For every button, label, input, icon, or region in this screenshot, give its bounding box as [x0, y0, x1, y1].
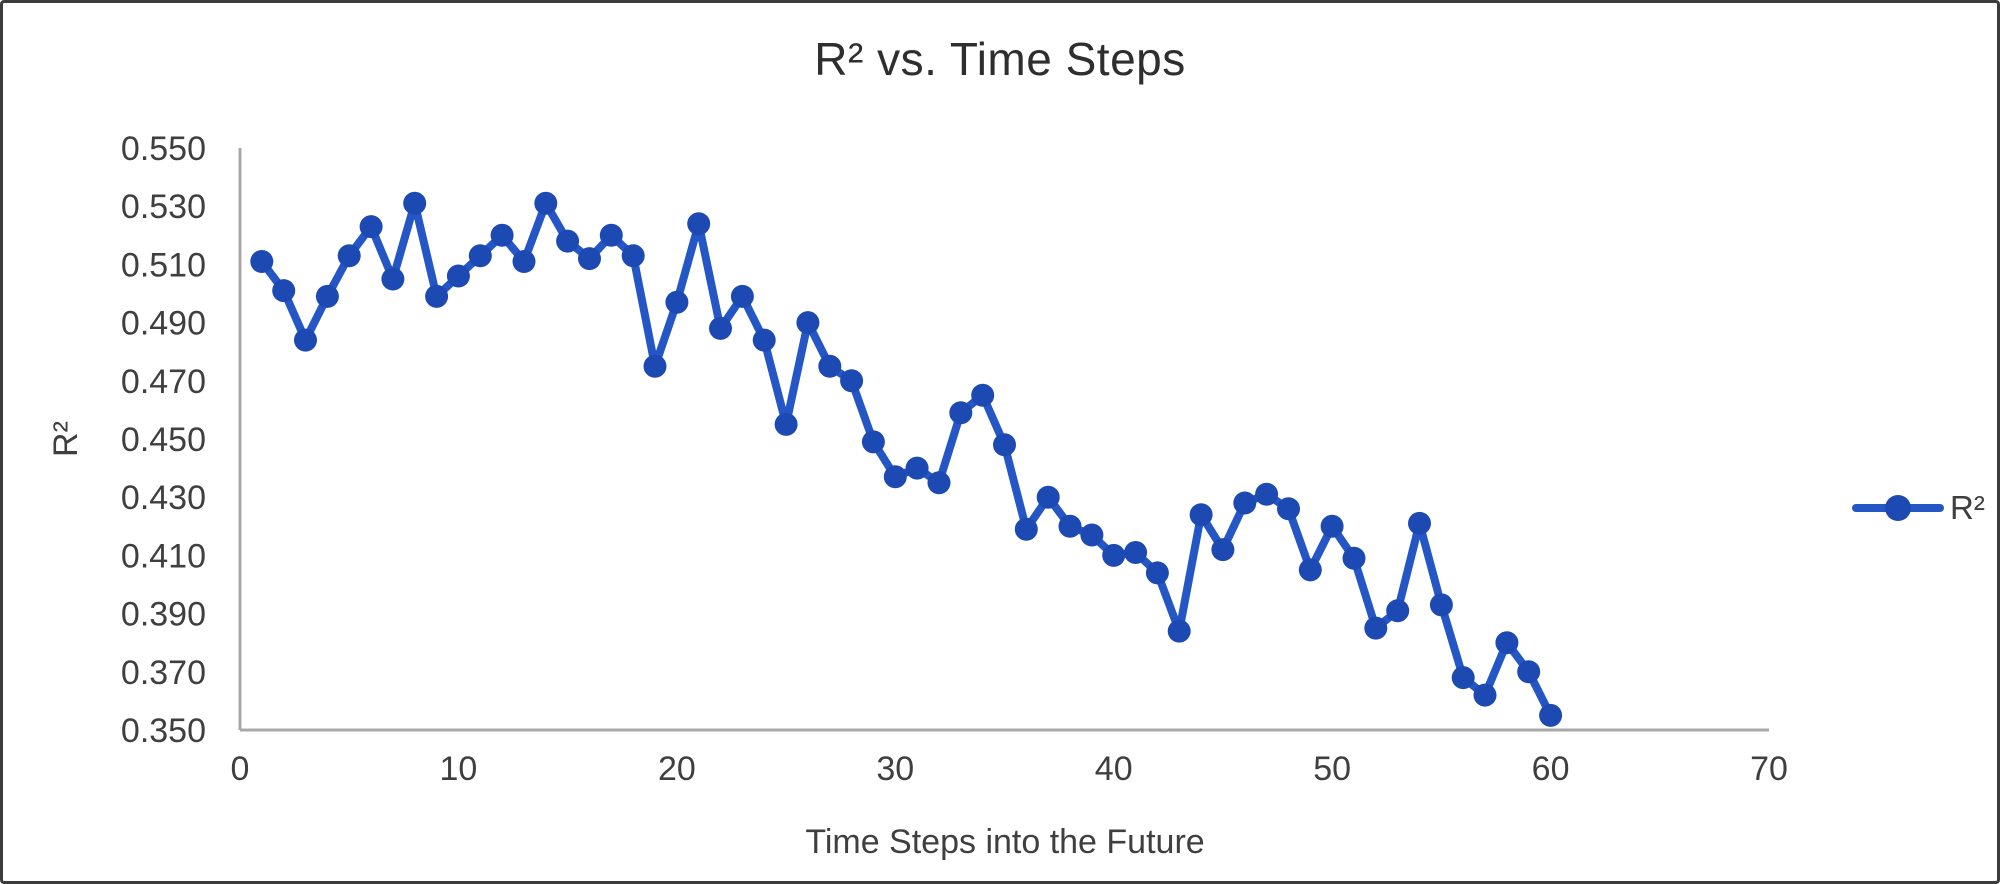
data-point-marker	[337, 244, 361, 268]
data-point-marker	[272, 279, 296, 303]
y-tick-label: 0.370	[121, 654, 206, 692]
data-point-marker	[1539, 703, 1563, 727]
x-tick-label: 20	[658, 750, 696, 788]
y-tick-label: 0.350	[121, 712, 206, 750]
x-axis-tick-labels: 0 10 20 30 40 50 60 70	[231, 750, 1788, 788]
data-point-marker	[1080, 523, 1104, 547]
data-point-marker	[556, 229, 580, 253]
x-tick-label: 60	[1532, 750, 1570, 788]
x-tick-label: 70	[1750, 750, 1788, 788]
data-point-marker	[1277, 497, 1300, 521]
data-point-marker	[1102, 543, 1126, 567]
data-point-marker	[1473, 683, 1497, 707]
y-tick-label: 0.510	[121, 246, 206, 284]
data-point-marker	[359, 215, 383, 239]
data-point-marker	[1320, 514, 1344, 538]
data-point-marker	[709, 316, 732, 340]
data-point-marker	[1211, 538, 1235, 562]
data-point-marker	[490, 223, 514, 247]
data-point-marker	[687, 212, 711, 236]
data-point-marker	[1408, 511, 1431, 535]
data-point-marker	[1386, 599, 1410, 623]
data-point-marker	[774, 412, 798, 436]
data-point-marker	[1517, 660, 1541, 684]
data-point-marker	[861, 430, 885, 454]
data-point-marker	[665, 290, 689, 314]
data-point-marker	[730, 284, 754, 308]
axis-lines	[238, 148, 1769, 732]
data-point-marker	[599, 223, 623, 247]
data-point-marker	[883, 465, 907, 489]
data-point-marker	[1495, 631, 1519, 655]
y-axis-title: R²	[47, 421, 85, 457]
x-tick-label: 40	[1095, 750, 1133, 788]
data-point-marker	[621, 244, 645, 268]
y-axis-tick-labels: 0.350 0.370 0.390 0.410 0.430 0.450 0.470 0.490…	[121, 130, 206, 750]
y-tick-label: 0.470	[121, 363, 206, 401]
data-point-marker	[1036, 485, 1060, 509]
data-point-marker	[818, 354, 842, 378]
data-point-marker	[1342, 546, 1366, 570]
data-point-marker	[1167, 619, 1191, 643]
plot-area: 0.350 0.370 0.390 0.410 0.430 0.450 0.470 0.490…	[121, 130, 1788, 788]
x-axis-title: Time Steps into the Future	[805, 823, 1205, 861]
x-tick-label: 0	[231, 750, 250, 788]
data-point-marker	[446, 264, 470, 288]
data-point-marker	[905, 456, 929, 480]
y-tick-label: 0.430	[121, 479, 206, 517]
y-tick-label: 0.490	[121, 305, 206, 343]
data-point-marker	[796, 311, 820, 335]
legend-label: R²	[1950, 489, 1985, 526]
series-r2	[250, 191, 1563, 727]
data-point-marker	[1364, 616, 1388, 640]
data-point-marker	[425, 284, 449, 308]
legend: R²	[1852, 489, 1985, 527]
y-tick-label: 0.390	[121, 596, 206, 634]
x-tick-label: 30	[876, 750, 914, 788]
data-point-marker	[403, 191, 427, 215]
data-point-marker	[578, 247, 601, 271]
data-point-marker	[1451, 666, 1475, 690]
data-point-marker	[1058, 514, 1082, 538]
data-point-marker	[643, 354, 667, 378]
legend-series-marker-icon	[1885, 495, 1911, 521]
data-point-marker	[1124, 541, 1148, 564]
x-tick-label: 50	[1313, 750, 1351, 788]
data-point-marker	[1145, 561, 1169, 585]
data-point-marker	[1255, 482, 1279, 506]
data-point-marker	[250, 250, 274, 273]
data-point-marker	[1429, 593, 1453, 617]
data-point-marker	[294, 328, 317, 352]
data-point-marker	[971, 383, 995, 407]
y-tick-label: 0.450	[121, 421, 206, 459]
data-point-marker	[381, 267, 405, 291]
data-point-marker	[512, 250, 536, 273]
y-tick-label: 0.530	[121, 188, 206, 226]
data-point-marker	[927, 471, 951, 495]
data-point-marker	[993, 433, 1016, 457]
data-point-marker	[1298, 558, 1322, 582]
data-point-marker	[840, 369, 864, 393]
x-tick-label: 10	[440, 750, 478, 788]
data-point-marker	[315, 284, 339, 308]
data-point-marker	[752, 328, 776, 352]
legend-series-line-icon	[1852, 495, 1944, 521]
data-point-marker	[1014, 517, 1038, 541]
y-tick-label: 0.550	[121, 130, 206, 168]
data-point-marker	[534, 191, 558, 215]
data-point-marker	[1189, 503, 1213, 527]
chart-title: R² vs. Time Steps	[814, 33, 1186, 85]
data-point-marker	[949, 401, 973, 425]
data-point-marker	[468, 244, 492, 268]
data-point-marker	[1233, 491, 1257, 515]
y-tick-label: 0.410	[121, 537, 206, 575]
